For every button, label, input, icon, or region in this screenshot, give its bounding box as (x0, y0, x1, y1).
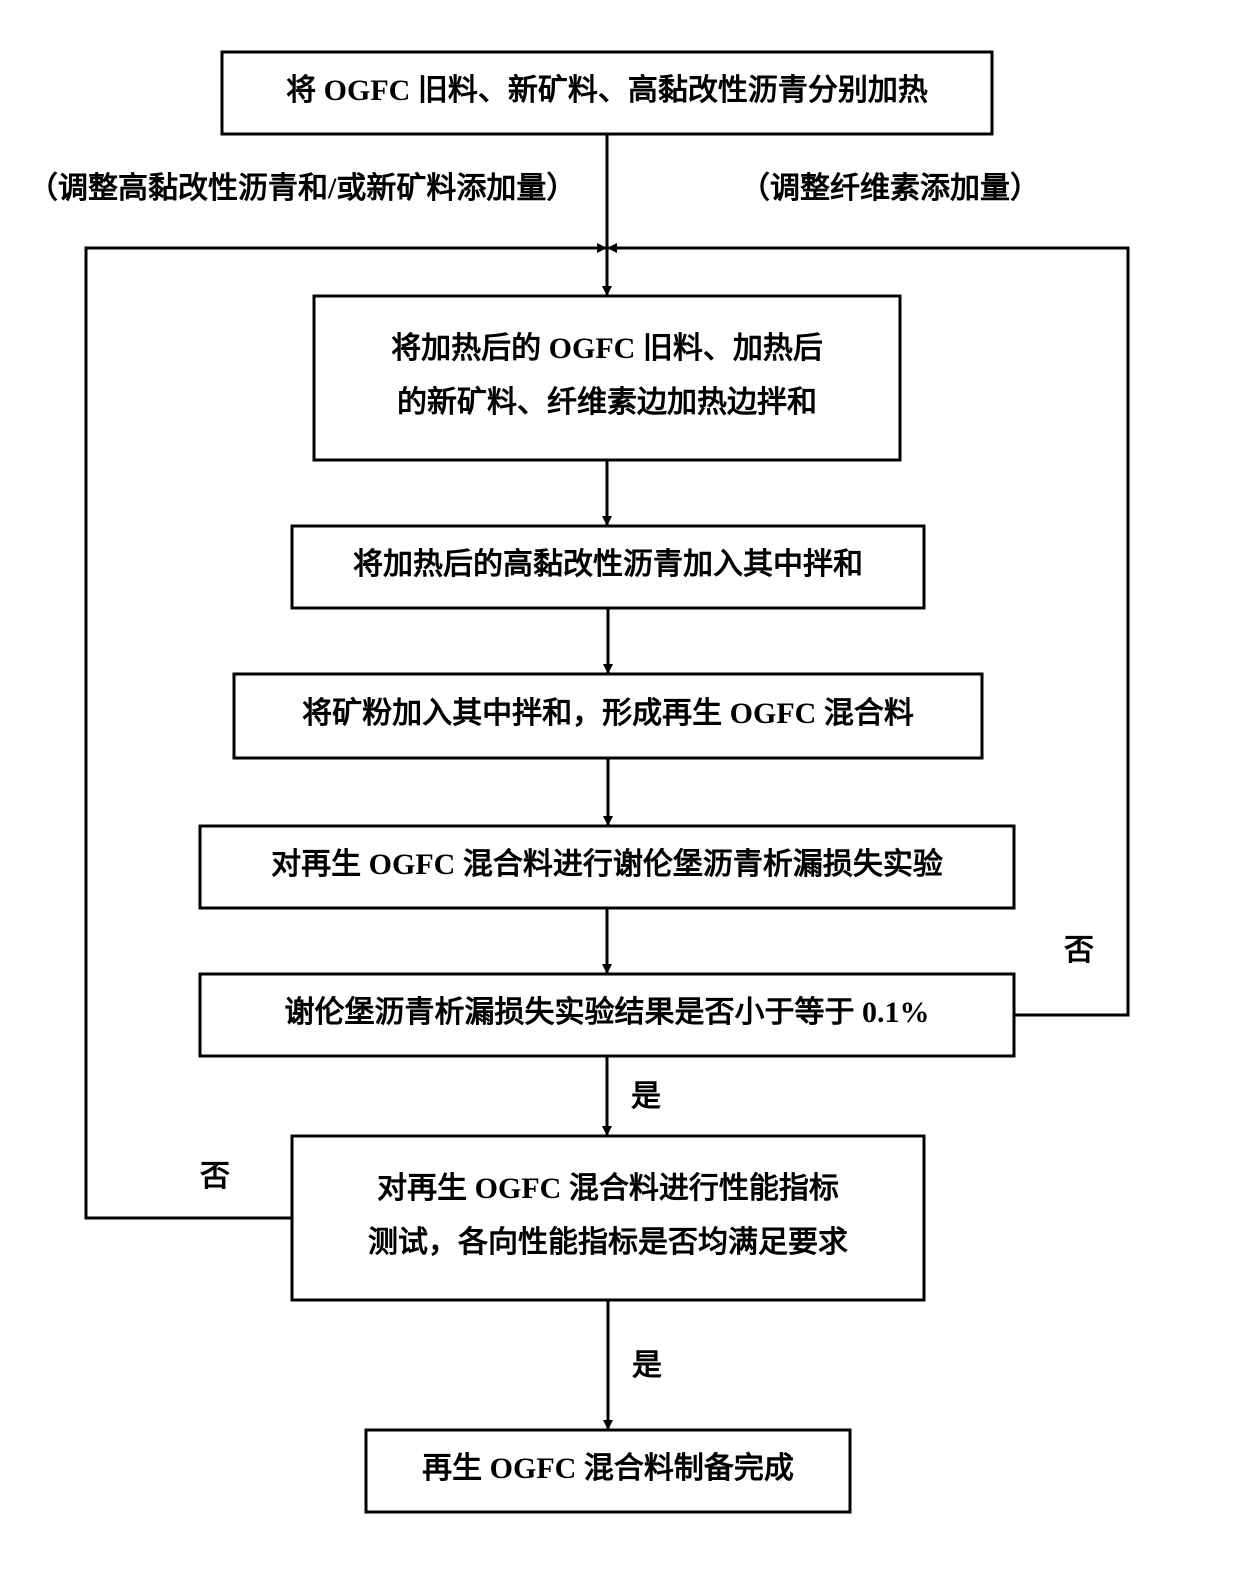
edge-label-5: 是 (631, 1080, 661, 1113)
node-n6-line-0: 谢伦堡沥青析漏损失实验结果是否小于等于 0.1% (285, 995, 930, 1029)
node-n2-line-0: 将加热后的 OGFC 旧料、加热后 (391, 332, 823, 365)
annotation-right: （调整纤维素添加量） (740, 171, 1040, 205)
label-no-right: 否 (1064, 934, 1094, 967)
annotation-left: （调整高黏改性沥青和/或新矿料添加量） (28, 171, 576, 205)
node-n7-line-0: 对再生 OGFC 混合料进行性能指标 (377, 1171, 839, 1205)
node-n8-line-0: 再生 OGFC 混合料制备完成 (422, 1451, 794, 1485)
node-n7-line-1: 测试，各向性能指标是否均满足要求 (368, 1225, 848, 1259)
node-n4-line-0: 将矿粉加入其中拌和，形成再生 OGFC 混合料 (302, 696, 914, 730)
node-n2-line-1: 的新矿料、纤维素边加热边拌和 (397, 385, 817, 419)
node-n1-line-0: 将 OGFC 旧料、新矿料、高黏改性沥青分别加热 (286, 73, 928, 107)
node-n5-line-0: 对再生 OGFC 混合料进行谢伦堡沥青析漏损失实验 (271, 847, 943, 881)
node-n7 (292, 1136, 924, 1300)
node-n3-line-0: 将加热后的高黏改性沥青加入其中拌和 (353, 548, 863, 581)
edge-label-6: 是 (632, 1349, 662, 1382)
label-no-left: 否 (200, 1160, 230, 1193)
node-n2 (314, 296, 900, 460)
